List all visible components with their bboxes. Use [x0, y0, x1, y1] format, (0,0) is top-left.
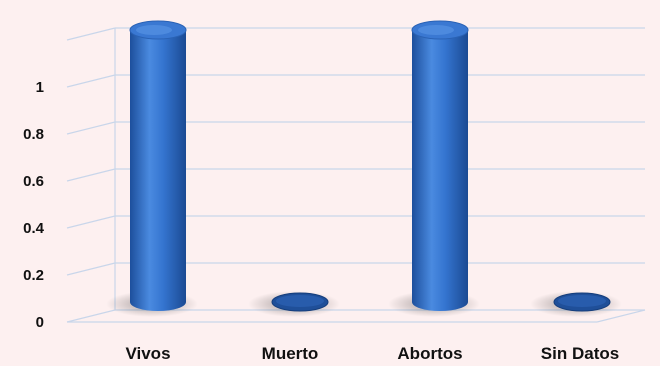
bar-body — [130, 30, 186, 311]
bar-muerto — [248, 291, 340, 317]
bar-top-highlight — [136, 25, 172, 35]
y-tick-label: 0.8 — [23, 126, 44, 143]
x-tick-label: Sin Datos — [541, 344, 619, 363]
gridline-depth — [66, 27, 116, 41]
bar-vivos — [106, 20, 198, 317]
y-tick-label: 0.4 — [23, 220, 45, 237]
y-tick-label: 0 — [36, 314, 44, 331]
bar-abortos — [388, 20, 480, 317]
gridline-depth — [66, 168, 116, 182]
bar-base-top — [558, 295, 606, 307]
gridline-depth — [66, 215, 116, 229]
x-tick-label: Abortos — [397, 344, 462, 363]
floor-right-edge — [596, 309, 646, 323]
bar-body — [412, 30, 468, 311]
bar-top-highlight — [418, 25, 454, 35]
y-tick-label: 0.6 — [23, 173, 44, 190]
y-tick-label: 0.2 — [23, 267, 44, 284]
gridline-depth — [66, 74, 116, 88]
gridline-depth — [66, 121, 116, 135]
bar-sin-datos — [530, 291, 622, 317]
gridline-depth — [66, 262, 116, 276]
bar-base-top — [276, 295, 324, 307]
y-tick-label: 1 — [36, 79, 44, 96]
x-tick-label: Vivos — [125, 344, 170, 363]
x-tick-label: Muerto — [262, 344, 319, 363]
gridline-depth — [66, 309, 116, 323]
